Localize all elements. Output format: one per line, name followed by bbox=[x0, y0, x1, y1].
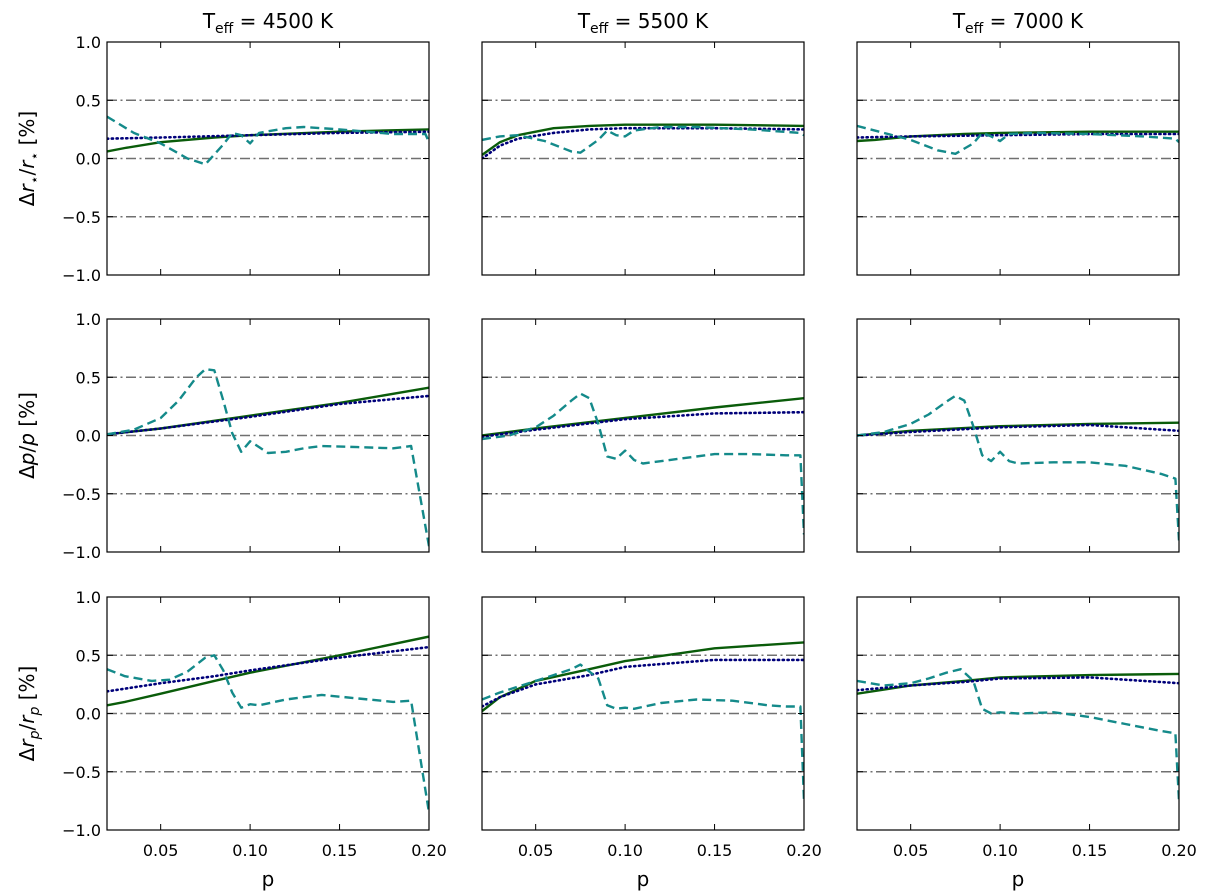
x-tick-label: 0.10 bbox=[982, 841, 1018, 860]
y-axis-label-part: ⋆ bbox=[27, 152, 43, 161]
series-group bbox=[857, 396, 1179, 541]
y-axis-label-part: [%] bbox=[15, 666, 39, 707]
series-line-dashed bbox=[857, 669, 1179, 801]
y-axis-label-part: [%] bbox=[15, 392, 39, 433]
panel-r1-c2 bbox=[482, 42, 804, 275]
x-tick-label: 0.05 bbox=[143, 841, 179, 860]
y-tick-label: −1.0 bbox=[62, 821, 101, 840]
column-title-rest: = 4500 K bbox=[233, 9, 334, 33]
column-title-2: Teff = 5500 K bbox=[577, 9, 709, 37]
x-tick-label: 0.20 bbox=[786, 841, 822, 860]
y-axis-label-part: Δ bbox=[15, 747, 39, 761]
y-axis-label-row-2: Δp/p [%] bbox=[15, 392, 39, 479]
y-axis-label-part: [%] bbox=[15, 111, 39, 152]
panel-r2-c2 bbox=[482, 319, 804, 552]
x-tick-label: 0.10 bbox=[232, 841, 268, 860]
series-group bbox=[107, 117, 429, 165]
column-title-rest: = 7000 K bbox=[983, 9, 1084, 33]
y-axis-label-part: p bbox=[15, 453, 39, 467]
series-group bbox=[857, 669, 1179, 801]
x-tick-label: 0.15 bbox=[1072, 841, 1108, 860]
series-group bbox=[482, 642, 804, 801]
y-tick-label: −0.5 bbox=[62, 208, 101, 227]
x-tick-label: 0.15 bbox=[322, 841, 358, 860]
x-axis-label-col-3: p bbox=[1012, 867, 1025, 891]
y-tick-label: 0.0 bbox=[76, 427, 101, 446]
chart-panels: −1.0 −0.5 0.0 0.5 1.0 −1.0 −0.5 0.0 0.5 1.0 −1.0 −0… bbox=[62, 33, 1197, 860]
column-title-3: Teff = 7000 K bbox=[952, 9, 1084, 37]
panel-r1-c1: −1.0 −0.5 0.0 0.5 1.0 bbox=[62, 33, 429, 285]
column-titles: Teff = 4500 K Teff = 5500 K Teff = 7000 K bbox=[202, 9, 1084, 37]
column-title-subscript: eff bbox=[590, 21, 609, 37]
panel-r2-c3 bbox=[857, 319, 1179, 552]
series-group bbox=[482, 125, 804, 159]
panel-r3-c2: 0.05 0.10 0.15 0.20 bbox=[482, 597, 822, 860]
y-tick-label: −0.5 bbox=[62, 763, 101, 782]
y-tick-label: −1.0 bbox=[62, 266, 101, 285]
column-title-subscript: eff bbox=[965, 21, 984, 37]
series-line-solid bbox=[482, 642, 804, 711]
series-line-dashed bbox=[107, 117, 429, 165]
y-tick-label: 1.0 bbox=[76, 33, 101, 52]
series-line-dotted bbox=[107, 396, 429, 434]
series-group bbox=[107, 369, 429, 546]
series-line-solid bbox=[107, 637, 429, 706]
y-axis-label-part: p bbox=[15, 433, 39, 447]
panel-r3-c1: −1.0 −0.5 0.0 0.5 1.0 0.05 0.10 0.15 0.20 bbox=[62, 588, 447, 860]
column-title-rest: = 5500 K bbox=[608, 9, 709, 33]
series-group bbox=[482, 394, 804, 535]
y-tick-label: 0.5 bbox=[76, 91, 101, 110]
y-tick-label: −1.0 bbox=[62, 543, 101, 562]
x-tick-label: 0.05 bbox=[518, 841, 554, 860]
panel-r2-c1: −1.0 −0.5 0.0 0.5 1.0 bbox=[62, 310, 429, 562]
column-title-base: T bbox=[577, 9, 591, 33]
y-tick-label: 0.5 bbox=[76, 646, 101, 665]
y-axis-label-row-3: Δrp/rp [%] bbox=[15, 666, 43, 762]
y-axis-label-row-1: Δr⋆/r⋆ [%] bbox=[15, 111, 43, 206]
y-axis-label-part: p bbox=[27, 707, 43, 717]
y-tick-label: 0.0 bbox=[76, 150, 101, 169]
column-title-1: Teff = 4500 K bbox=[202, 9, 334, 37]
y-axis-label-text: Δrp/rp [%] bbox=[15, 666, 43, 762]
row-y-axis-labels: Δr⋆/r⋆ [%] Δp/p [%] Δrp/rp [%] bbox=[15, 111, 43, 762]
series-group bbox=[107, 637, 429, 813]
y-tick-label: −0.5 bbox=[62, 485, 101, 504]
series-line-dashed bbox=[857, 126, 1179, 154]
y-axis-label-part: Δ bbox=[15, 465, 39, 479]
x-axis-label-col-2: p bbox=[637, 867, 650, 891]
y-axis-label-part: Δ bbox=[15, 192, 39, 206]
x-tick-label: 0.15 bbox=[697, 841, 733, 860]
series-line-dashed bbox=[857, 396, 1179, 541]
y-tick-label: 1.0 bbox=[76, 310, 101, 329]
panel-r1-c3 bbox=[857, 42, 1179, 275]
panel-r3-c3: 0.05 0.10 0.15 0.20 bbox=[857, 597, 1197, 860]
y-axis-label-text: Δp/p [%] bbox=[15, 392, 39, 479]
y-axis-label-part: p bbox=[27, 730, 43, 740]
x-tick-label: 0.20 bbox=[1161, 841, 1197, 860]
column-title-base: T bbox=[202, 9, 216, 33]
x-axis-label-col-1: p bbox=[262, 867, 275, 891]
series-line-dashed bbox=[107, 655, 429, 812]
column-title-base: T bbox=[952, 9, 966, 33]
series-line-dashed bbox=[482, 127, 804, 153]
series-line-solid bbox=[107, 388, 429, 435]
x-tick-label: 0.05 bbox=[893, 841, 929, 860]
y-axis-label-text: Δr⋆/r⋆ [%] bbox=[15, 111, 43, 206]
series-group bbox=[857, 126, 1179, 154]
x-tick-label: 0.20 bbox=[411, 841, 447, 860]
y-axis-label-part: ⋆ bbox=[27, 176, 43, 185]
y-tick-label: 0.5 bbox=[76, 368, 101, 387]
y-tick-label: 0.0 bbox=[76, 705, 101, 724]
column-title-subscript: eff bbox=[215, 21, 234, 37]
x-tick-label: 0.10 bbox=[607, 841, 643, 860]
y-tick-label: 1.0 bbox=[76, 588, 101, 607]
